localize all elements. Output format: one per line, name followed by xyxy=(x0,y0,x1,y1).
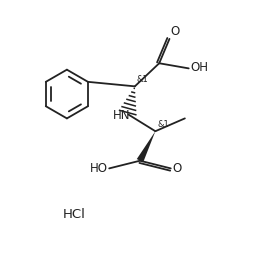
Text: HN: HN xyxy=(113,109,130,122)
Text: O: O xyxy=(172,162,181,175)
Text: HO: HO xyxy=(90,162,108,175)
Text: OH: OH xyxy=(190,61,208,74)
Polygon shape xyxy=(137,131,155,162)
Text: &1: &1 xyxy=(157,120,169,129)
Text: O: O xyxy=(171,25,180,38)
Text: HCl: HCl xyxy=(63,208,86,221)
Text: &1: &1 xyxy=(137,75,148,84)
